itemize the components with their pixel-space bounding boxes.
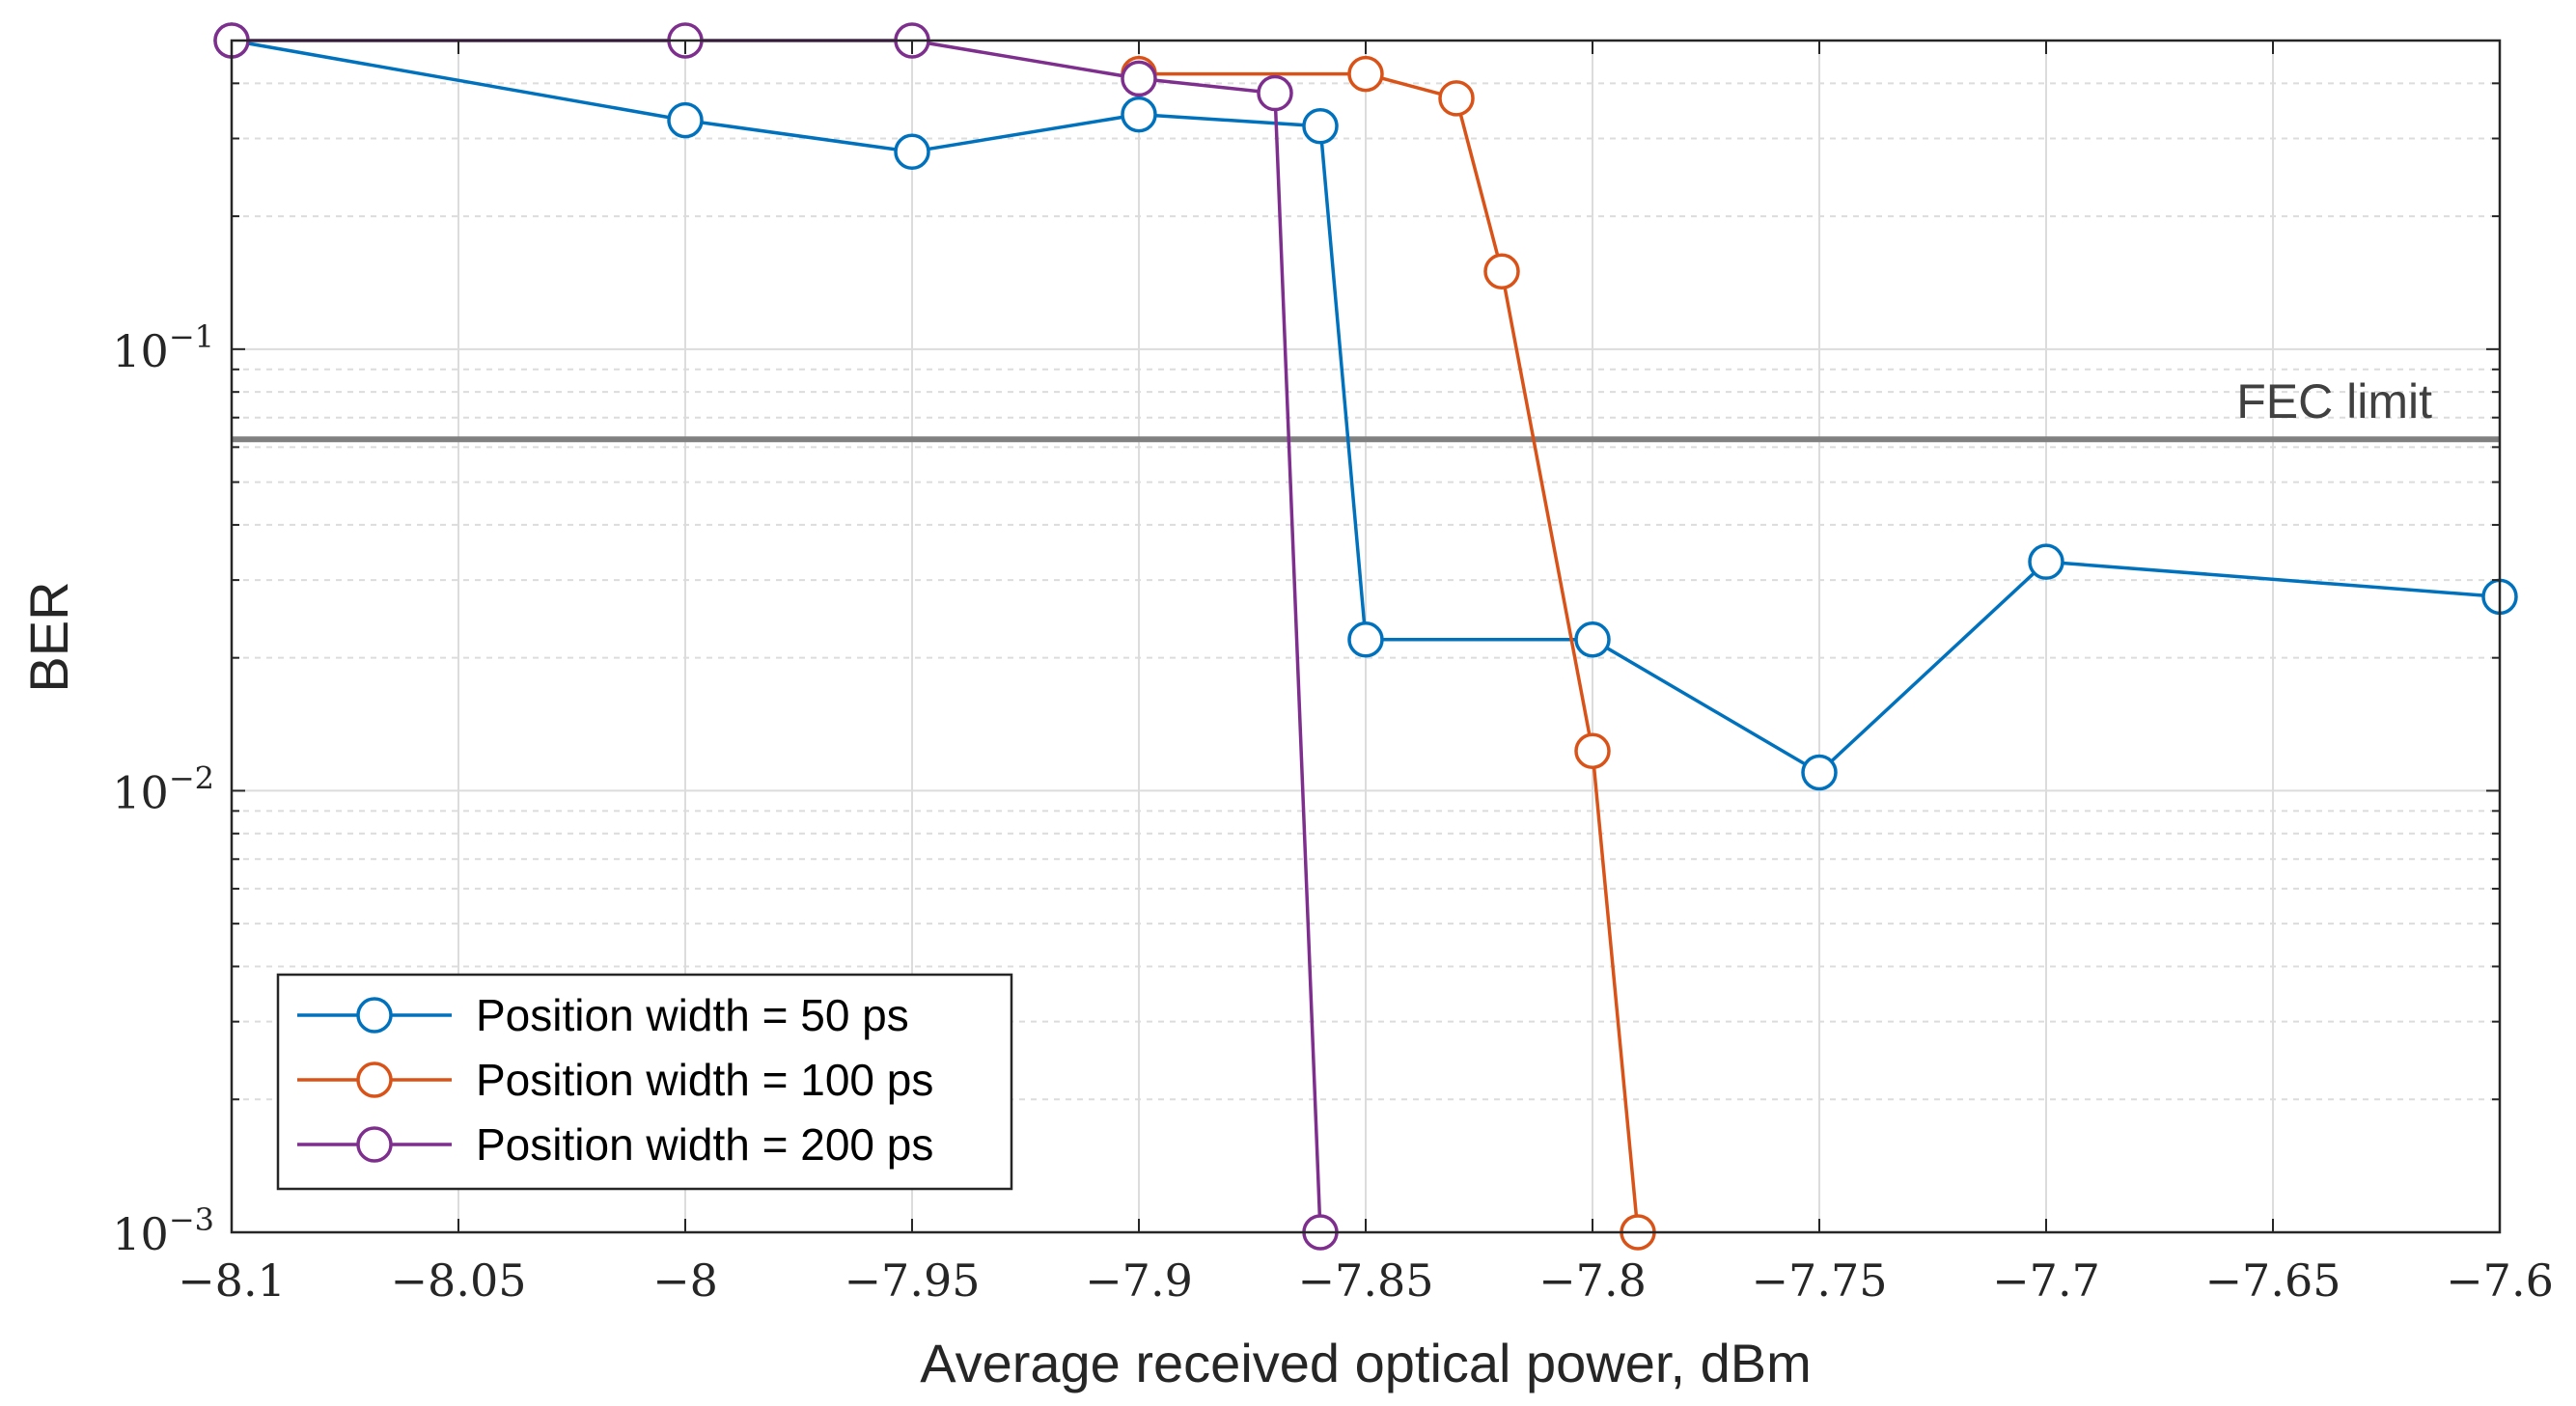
x-tick-label: −7.9 — [1085, 1254, 1193, 1307]
data-point — [1574, 620, 1611, 658]
legend-label: Position width = 50 ps — [476, 990, 909, 1040]
legend-marker — [356, 1061, 393, 1098]
data-point — [1438, 80, 1475, 117]
axis-ticks: −8.1 −8.05 −8 −7.95 −7.9 −7.85 −7.8 −7.75 −7.7 −7… — [112, 40, 2554, 1307]
y-tick-label: 10−2 — [112, 759, 214, 818]
legend: Position width = 50 ps Position width = 1… — [276, 973, 1013, 1191]
legend-item: Position width = 200 ps — [297, 1119, 933, 1170]
data-point — [1574, 732, 1611, 770]
legend-marker — [356, 997, 393, 1034]
x-tick-label: −7.75 — [1752, 1254, 1888, 1307]
data-point — [1121, 96, 1157, 133]
data-point — [1801, 754, 1838, 791]
x-axis-label: Average received optical power, dBm — [920, 1333, 1811, 1393]
series-line — [231, 39, 2501, 775]
legend-label: Position width = 100 ps — [476, 1055, 933, 1105]
series-line — [1139, 71, 1640, 1233]
x-tick-label: −7.6 — [2446, 1254, 2554, 1307]
legend-item: Position width = 100 ps — [297, 1055, 933, 1105]
x-tick-label: −8.05 — [391, 1254, 527, 1307]
data-point — [1483, 253, 1520, 290]
legend-box — [276, 973, 1013, 1191]
data-point — [1302, 107, 1339, 145]
x-tick-label: −7.65 — [2205, 1254, 2341, 1307]
legend-label: Position width = 200 ps — [476, 1119, 933, 1170]
legend-item: Position width = 50 ps — [297, 990, 909, 1040]
data-point — [1347, 620, 1384, 658]
x-tick-label: −8.1 — [178, 1254, 286, 1307]
series-1 — [213, 22, 2518, 791]
data-point — [2028, 543, 2064, 580]
data-point — [1347, 55, 1384, 93]
x-tick-label: −7.85 — [1298, 1254, 1434, 1307]
data-point — [894, 133, 930, 170]
fec-limit-label: FEC limit — [2236, 374, 2432, 428]
fec-limit: FEC limit — [232, 374, 2500, 443]
x-tick-label: −7.8 — [1538, 1254, 1647, 1307]
data-point — [667, 101, 704, 139]
x-tick-label: −7.95 — [845, 1254, 981, 1307]
x-tick-label: −8 — [652, 1254, 718, 1307]
data-point — [1257, 74, 1293, 112]
legend-marker — [356, 1126, 393, 1163]
data-point — [1121, 60, 1157, 97]
y-axis-label: BER — [18, 581, 79, 692]
x-tick-label: −7.7 — [1992, 1254, 2100, 1307]
